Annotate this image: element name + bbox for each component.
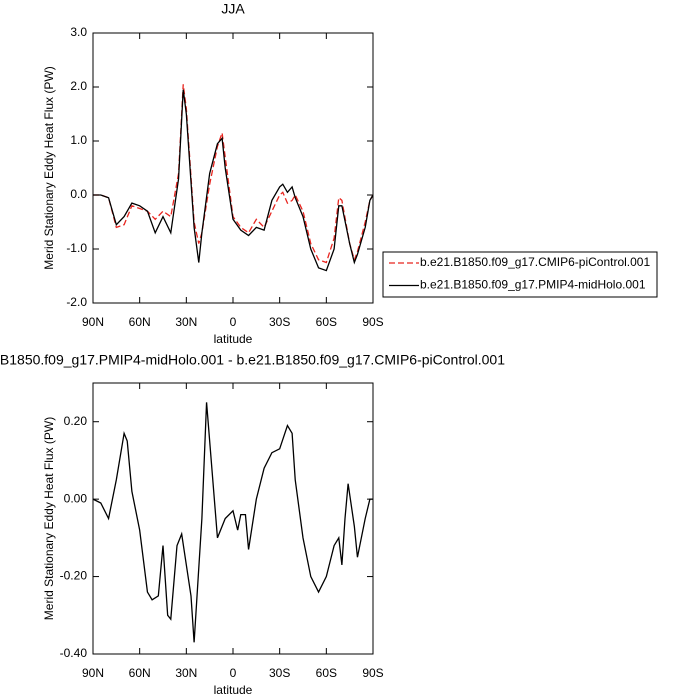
data-line: [93, 84, 374, 264]
x-tick-label: 30N: [175, 666, 197, 680]
y-tick-label: 2.0: [70, 79, 87, 93]
y-tick-label: -0.40: [60, 646, 88, 660]
x-tick-label: 0: [230, 666, 237, 680]
y-axis-label: Merid Stationary Eddy Heat Flux (PW): [42, 417, 56, 620]
x-tick-label: 90S: [362, 315, 383, 329]
x-tick-label: 60N: [129, 666, 151, 680]
x-tick-label: 90N: [82, 315, 104, 329]
x-tick-label: 30S: [269, 666, 290, 680]
legend-box: [382, 251, 658, 298]
plot-frame: [92, 32, 374, 304]
y-tick-label: -0.20: [60, 569, 88, 583]
y-tick-label: -2.0: [66, 295, 87, 309]
y-tick-label: 0.00: [64, 491, 88, 505]
x-tick-label: 30S: [269, 315, 290, 329]
legend-label: b.e21.B1850.f09_g17.PMIP4-midHolo.001: [420, 278, 646, 292]
x-tick-label: 30N: [175, 315, 197, 329]
data-line: [93, 89, 374, 272]
y-tick-label: -1.0: [66, 241, 87, 255]
y-tick-label: 0.20: [64, 414, 88, 428]
x-tick-label: 90S: [362, 666, 383, 680]
plot-frame: [92, 382, 374, 655]
chart-title: b.e21.B1850.f09_g17.PMIP4-midHolo.001 - …: [0, 352, 505, 368]
x-tick-label: 90N: [82, 666, 104, 680]
data-line: [92, 402, 373, 643]
x-tick-label: 60N: [129, 315, 151, 329]
y-tick-label: 3.0: [70, 25, 87, 39]
legend-label: b.e21.B1850.f09_g17.CMIP6-piControl.001: [420, 255, 650, 269]
x-tick-label: 60S: [316, 666, 337, 680]
y-axis-label: Merid Stationary Eddy Heat Flux (PW): [42, 66, 56, 269]
y-tick-label: 0.0: [70, 187, 87, 201]
x-axis-label: latitude: [214, 332, 253, 346]
x-axis-label: latitude: [214, 683, 253, 697]
x-tick-label: 60S: [316, 315, 337, 329]
y-tick-label: 1.0: [70, 133, 87, 147]
chart-title: JJA: [221, 1, 245, 17]
x-tick-label: 0: [230, 315, 237, 329]
